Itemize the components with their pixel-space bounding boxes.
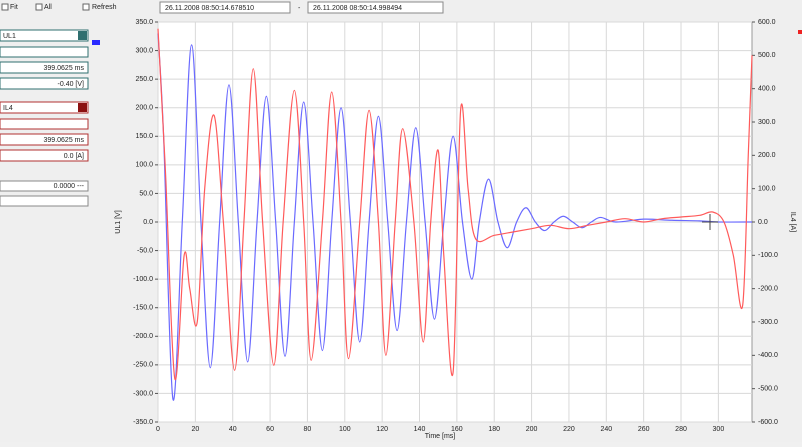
y-tick-label: -150.0 xyxy=(133,305,153,312)
cursor-value: 0.0 [A] xyxy=(64,153,84,160)
y2-tick-label: -400.0 xyxy=(758,352,778,359)
y-tick-label: 250.0 xyxy=(135,76,153,83)
y-tick-label: 0.0 xyxy=(143,219,153,226)
channel-select[interactable] xyxy=(0,29,89,42)
field xyxy=(0,195,89,207)
channel-panel: UL1 399.0625 ms -0.40 [V] IL4 399.0625 m… xyxy=(0,29,100,207)
cursor xyxy=(702,214,718,230)
dropdown-button[interactable] xyxy=(78,31,87,40)
y-tick-label: -250.0 xyxy=(133,362,153,369)
series-line xyxy=(157,33,753,401)
all-label[interactable]: All xyxy=(44,4,52,11)
start-time-field[interactable] xyxy=(159,1,291,14)
x-tick-label: 120 xyxy=(376,426,388,433)
checkbox[interactable] xyxy=(35,3,43,11)
x-tick-label: 40 xyxy=(229,426,237,433)
x-tick-label: 0 xyxy=(156,426,160,433)
dropdown-button[interactable] xyxy=(78,103,87,112)
y-tick-label: -300.0 xyxy=(133,390,153,397)
color-swatch xyxy=(798,30,802,34)
y-tick-label: -50.0 xyxy=(137,247,153,254)
plot: 0 20 40 60 80 100 120 140 160 180 200 220 240 260 280 3… xyxy=(133,19,778,433)
cursor-time: 399.0625 ms xyxy=(44,137,85,144)
y-tick-label: 100.0 xyxy=(135,162,153,169)
cursor-value: -0.40 [V] xyxy=(58,81,85,88)
x-tick-label: 180 xyxy=(488,426,500,433)
x-axis-title: Time [ms] xyxy=(425,433,456,440)
y2-tick-label: -300.0 xyxy=(758,319,778,326)
field xyxy=(0,149,89,162)
y2-tick-label: 200.0 xyxy=(758,152,776,159)
y-tick-label: 200.0 xyxy=(135,105,153,112)
x-tick-label: 80 xyxy=(304,426,312,433)
field xyxy=(0,46,89,58)
x-tick-label: 60 xyxy=(266,426,274,433)
refresh-label[interactable]: Refresh xyxy=(92,4,117,11)
start-time: 26.11.2008 08:50:14.678510 xyxy=(165,5,254,12)
y2-tick-label: 300.0 xyxy=(758,119,776,126)
y-tick-label: 300.0 xyxy=(135,47,153,54)
checkbox[interactable] xyxy=(1,3,9,11)
fit-label[interactable]: Fit xyxy=(10,4,18,11)
cursor-time: 399.0625 ms xyxy=(44,65,85,72)
field xyxy=(0,133,89,146)
delta-value: 0.0000 --- xyxy=(54,183,85,190)
y-tick-label: 50.0 xyxy=(139,190,153,197)
end-time: 26.11.2008 08:50:14.998494 xyxy=(313,5,402,12)
x-tick-label: 280 xyxy=(675,426,687,433)
x-tick-label: 300 xyxy=(713,426,725,433)
field xyxy=(0,118,89,130)
color-swatch xyxy=(92,40,100,45)
y-tick-label: -200.0 xyxy=(133,333,153,340)
x-tick-label: 140 xyxy=(414,426,426,433)
y-tick-label: -350.0 xyxy=(133,419,153,426)
x-tick-label: 200 xyxy=(526,426,538,433)
y2-tick-label: -200.0 xyxy=(758,286,778,293)
end-time-field[interactable] xyxy=(307,1,444,14)
series-line xyxy=(157,28,753,381)
x-tick-label: 160 xyxy=(451,426,463,433)
x-tick-label: 20 xyxy=(191,426,199,433)
separator: - xyxy=(298,5,301,12)
field xyxy=(0,77,89,90)
y-tick-label: -100.0 xyxy=(133,276,153,283)
x-tick-label: 240 xyxy=(600,426,612,433)
y2-tick-label: 0.0 xyxy=(758,219,768,226)
x-tick-label: 260 xyxy=(638,426,650,433)
field xyxy=(0,61,89,74)
channel-name: UL1 xyxy=(3,33,16,40)
y2-axis-title: IL4 [A] xyxy=(789,212,796,232)
y2-tick-label: -100.0 xyxy=(758,252,778,259)
channel-select[interactable] xyxy=(0,101,89,114)
field xyxy=(0,180,89,192)
toolbar: Fit All Refresh 26.11.2008 08:50:14.6785… xyxy=(1,1,444,14)
checkbox[interactable] xyxy=(82,3,90,11)
x-tick-label: 100 xyxy=(339,426,351,433)
y2-tick-label: -600.0 xyxy=(758,419,778,426)
y2-tick-label: 600.0 xyxy=(758,19,776,26)
y-tick-label: 150.0 xyxy=(135,133,153,140)
channel-name: IL4 xyxy=(3,105,13,112)
y-tick-label: 350.0 xyxy=(135,19,153,26)
x-tick-label: 220 xyxy=(563,426,575,433)
y2-tick-label: -500.0 xyxy=(758,386,778,393)
y2-tick-label: 400.0 xyxy=(758,86,776,93)
y2-tick-label: 500.0 xyxy=(758,52,776,59)
y2-tick-label: 100.0 xyxy=(758,186,776,193)
y-axis-title: UL1 [V] xyxy=(115,210,122,233)
